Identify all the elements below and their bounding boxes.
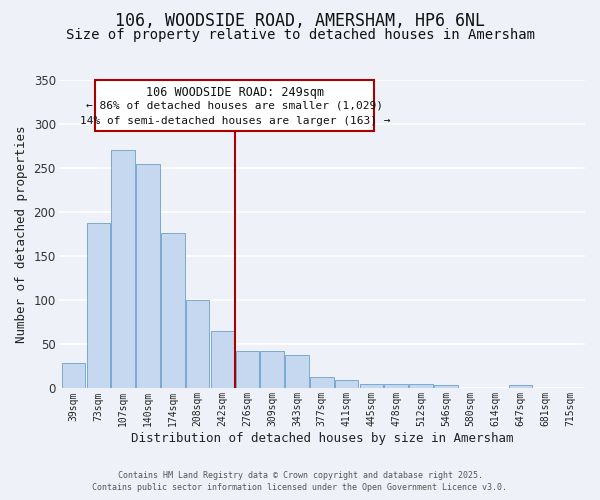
Bar (359, 384, 383, 388)
Text: Size of property relative to detached houses in Amersham: Size of property relative to detached ho… (65, 28, 535, 42)
Bar (236, 352, 259, 389)
Bar (86, 223, 110, 388)
Text: ← 86% of detached houses are smaller (1,029): ← 86% of detached houses are smaller (1,… (86, 101, 383, 111)
Bar (62, 363, 85, 388)
Bar (211, 331, 234, 388)
Text: 14% of semi-detached houses are larger (163) →: 14% of semi-detached houses are larger (… (80, 116, 390, 126)
X-axis label: Distribution of detached houses by size in Amersham: Distribution of detached houses by size … (131, 432, 513, 445)
Text: 106, WOODSIDE ROAD, AMERSHAM, HP6 6NL: 106, WOODSIDE ROAD, AMERSHAM, HP6 6NL (115, 12, 485, 30)
Bar (509, 385, 532, 388)
Bar (285, 355, 309, 388)
Bar (112, 150, 135, 388)
Bar (335, 380, 358, 388)
Y-axis label: Number of detached properties: Number of detached properties (15, 126, 28, 343)
FancyBboxPatch shape (95, 80, 374, 131)
Bar (310, 377, 334, 388)
Bar (409, 384, 433, 388)
Text: 106 WOODSIDE ROAD: 249sqm: 106 WOODSIDE ROAD: 249sqm (146, 86, 324, 99)
Bar (136, 164, 160, 388)
Bar (385, 384, 408, 388)
Bar (434, 385, 458, 388)
Bar (260, 352, 284, 389)
Text: Contains public sector information licensed under the Open Government Licence v3: Contains public sector information licen… (92, 484, 508, 492)
Bar (161, 234, 185, 388)
Text: Contains HM Land Registry data © Crown copyright and database right 2025.: Contains HM Land Registry data © Crown c… (118, 471, 482, 480)
Bar (186, 300, 209, 388)
